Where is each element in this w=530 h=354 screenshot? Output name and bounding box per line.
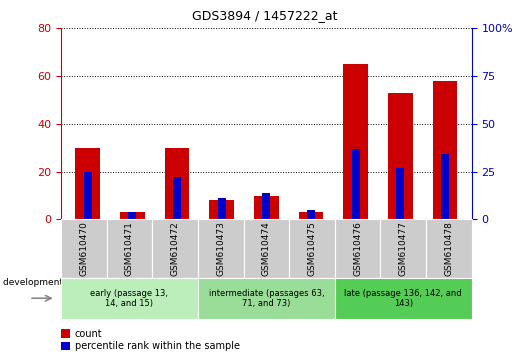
Text: early (passage 13,
14, and 15): early (passage 13, 14, and 15) xyxy=(91,289,169,308)
Bar xyxy=(173,177,181,219)
Text: development stage: development stage xyxy=(3,278,91,287)
Text: GSM610474: GSM610474 xyxy=(262,221,271,276)
Bar xyxy=(299,212,323,219)
Text: GSM610478: GSM610478 xyxy=(444,221,453,276)
Bar xyxy=(307,210,315,219)
Bar xyxy=(218,199,226,219)
Bar xyxy=(432,81,457,219)
Bar xyxy=(75,148,100,219)
Bar xyxy=(165,148,189,219)
Text: count: count xyxy=(75,329,102,339)
Bar xyxy=(396,168,404,219)
Bar xyxy=(343,64,368,219)
Text: GSM610471: GSM610471 xyxy=(125,221,134,276)
Bar xyxy=(254,195,279,219)
Text: GSM610470: GSM610470 xyxy=(80,221,89,276)
Bar xyxy=(128,212,136,219)
Text: GSM610473: GSM610473 xyxy=(216,221,225,276)
Bar xyxy=(209,200,234,219)
Text: GSM610475: GSM610475 xyxy=(307,221,316,276)
Text: percentile rank within the sample: percentile rank within the sample xyxy=(75,341,240,351)
Text: intermediate (passages 63,
71, and 73): intermediate (passages 63, 71, and 73) xyxy=(208,289,324,308)
Bar xyxy=(262,193,270,219)
Bar xyxy=(388,93,412,219)
Text: GSM610472: GSM610472 xyxy=(171,221,180,276)
Text: GSM610476: GSM610476 xyxy=(353,221,362,276)
Bar xyxy=(441,154,449,219)
Bar xyxy=(351,149,360,219)
Text: GSM610477: GSM610477 xyxy=(399,221,408,276)
Text: late (passage 136, 142, and
143): late (passage 136, 142, and 143) xyxy=(344,289,462,308)
Text: GDS3894 / 1457222_at: GDS3894 / 1457222_at xyxy=(192,9,338,22)
Bar xyxy=(84,172,92,219)
Bar xyxy=(120,212,145,219)
